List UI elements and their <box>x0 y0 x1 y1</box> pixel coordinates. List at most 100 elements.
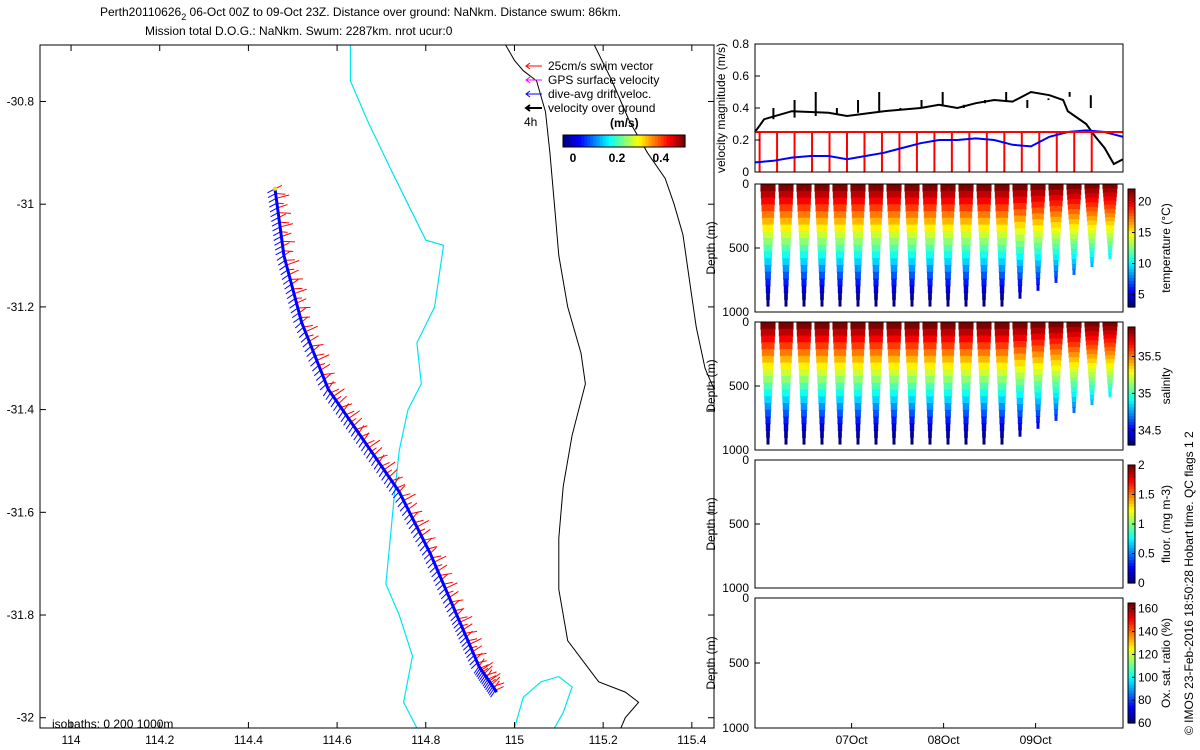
salinity-profile-cell <box>926 396 934 405</box>
salinity-profile-cell <box>855 423 861 432</box>
temperature-colorbar-swatch <box>1128 200 1135 205</box>
temperature-profile-cell <box>782 265 790 273</box>
isobath-line <box>349 45 445 728</box>
salinity-profile-cell <box>1068 347 1080 354</box>
salinity-profile-cell <box>869 342 883 351</box>
salinity-profile-cell <box>834 369 846 378</box>
temperature-colorbar-swatch <box>1128 221 1135 225</box>
oxygen-colorbar-swatch <box>1128 648 1135 652</box>
salinity-profile-cell <box>1066 327 1082 334</box>
fluor-colorbar-swatch <box>1128 538 1135 543</box>
salinity-profile-cell <box>925 376 935 384</box>
swim-vector <box>491 676 501 686</box>
swim-vector <box>275 193 286 195</box>
salinity-profile-cell <box>1084 322 1100 328</box>
salinity-profile-cell <box>856 430 860 438</box>
salinity-profile-cell <box>1053 398 1059 405</box>
salinity-profile-cell <box>779 342 793 351</box>
salinity-profile-cell <box>835 376 845 384</box>
temperature-profile-cell <box>801 271 807 280</box>
salinity-profile-cell <box>835 382 845 391</box>
coastline <box>505 45 640 728</box>
salinity-colorbar-swatch <box>1128 406 1135 411</box>
salinity-profile-cell <box>958 328 974 337</box>
temperature-profile-cell <box>873 278 879 287</box>
temperature-profile-cell <box>818 251 826 260</box>
temperature-profile-cell <box>1071 249 1077 256</box>
temperature-profile-cell <box>1015 240 1025 249</box>
temperature-profile-cell <box>835 244 845 253</box>
swim-vector <box>285 259 295 261</box>
map-xtick-label: 114.4 <box>234 733 263 747</box>
oxygen-ylabel: Depth (m) <box>704 636 718 689</box>
legend-colorbar-swatch <box>617 135 622 147</box>
salinity-profile-cell <box>761 349 775 357</box>
salinity-profile-cell <box>925 382 935 391</box>
temperature-profile-cell <box>904 184 920 192</box>
salinity-profile-cell <box>1107 379 1113 385</box>
temperature-profile-cell <box>1033 231 1043 238</box>
temperature-profile-cell <box>874 298 878 307</box>
temperature-profile-cell <box>1085 193 1099 199</box>
temperature-profile-cell <box>870 231 882 240</box>
fluor-colorbar-swatch <box>1128 494 1135 499</box>
temperature-profile-cell <box>784 298 788 307</box>
salinity-colorbar-swatch <box>1128 368 1135 372</box>
swim-vector <box>320 363 331 371</box>
temperature-profile-cell <box>782 258 790 267</box>
swim-vector <box>330 388 340 394</box>
salinity-profile-cell <box>978 369 990 378</box>
temperature-profile-cell <box>1017 278 1023 287</box>
oxygen-colorbar-swatch <box>1128 603 1135 607</box>
temperature-colorbar-swatch <box>1128 289 1135 293</box>
salinity-profile-cell <box>868 328 884 337</box>
temperature-profile-cell <box>765 285 771 294</box>
temperature-profile-cell <box>800 265 808 273</box>
temperature-profile-cell <box>762 224 774 233</box>
legend-colorbar-swatch <box>657 135 662 147</box>
salinity-profile-cell <box>874 436 878 445</box>
swim-vector <box>487 675 497 680</box>
fluor-colorbar-swatch <box>1128 479 1135 484</box>
oxygen-colorbar-swatch <box>1128 705 1135 709</box>
legend-extra: 4h <box>524 115 537 129</box>
temperature-profile-cell <box>799 244 809 253</box>
salinity-profile-cell <box>996 369 1008 378</box>
temperature-profile-cell <box>1084 188 1100 195</box>
temperature-profile-cell <box>1069 224 1079 231</box>
temperature-profile-cell <box>942 224 954 233</box>
salinity-profile-cell <box>799 376 809 384</box>
legend-entry: 25cm/s swim vector <box>548 59 653 73</box>
salinity-profile-cell <box>1054 414 1058 421</box>
salinity-profile-cell <box>963 409 969 418</box>
salinity-profile-cell <box>783 423 789 432</box>
oxygen-colorbar-swatch <box>1128 618 1135 622</box>
salinity-profile-cell <box>1052 387 1060 394</box>
temperature-profile-cell <box>926 251 934 260</box>
salinity-profile-cell <box>1108 392 1112 398</box>
salinity-profile-cell <box>963 423 969 432</box>
temperature-profile-cell <box>868 190 884 199</box>
salinity-profile-cell <box>888 369 900 378</box>
salinity-profile-cell <box>1070 372 1078 379</box>
temperature-profile-cell <box>964 298 968 307</box>
temperature-profile-cell <box>1036 278 1040 285</box>
salinity-profile-cell <box>891 409 897 418</box>
temperature-profile-cell <box>1030 184 1046 191</box>
map-xtick-label: 115.2 <box>589 733 618 747</box>
temperature-profile-cell <box>927 271 933 280</box>
swim-vector <box>297 306 311 309</box>
legend-entry: dive-avg drift veloc. <box>548 87 651 101</box>
salinity-profile-cell <box>762 362 774 371</box>
swim-vector <box>437 564 448 572</box>
temperature-profile-cell <box>1013 202 1027 211</box>
title-line1: Perth201106262 06-Oct 00Z to 09-Oct 23Z.… <box>100 5 621 22</box>
swim-vector <box>281 240 295 243</box>
salinity-colorbar-swatch <box>1128 365 1135 369</box>
salinity-profile-cell <box>801 423 807 432</box>
salinity-profile-cell <box>1071 397 1077 404</box>
salinity-profile-cell <box>927 416 933 425</box>
salinity-profile-cell <box>1031 339 1045 347</box>
temperature-profile-cell <box>802 292 806 300</box>
